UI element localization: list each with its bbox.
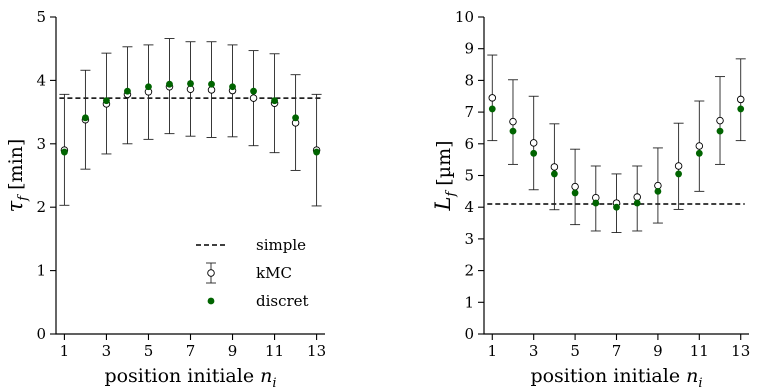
y-axis-title-unit: [µm] xyxy=(433,141,455,192)
y-tick-label: 2 xyxy=(36,198,46,216)
x-tick-label: 11 xyxy=(690,342,709,360)
discret-point xyxy=(571,189,579,197)
kmc-point xyxy=(695,142,704,150)
x-tick-label: 3 xyxy=(102,342,112,360)
y-tick-label: 2 xyxy=(464,262,474,280)
legend: simple kMC discret xyxy=(196,236,309,310)
discret-point xyxy=(250,87,257,95)
x-axis-title-text: position initiale xyxy=(530,365,686,387)
x-tick-label: 13 xyxy=(307,342,326,360)
y-tick-label: 3 xyxy=(464,230,474,248)
legend-kmc-marker xyxy=(207,269,215,277)
discret-point xyxy=(166,80,173,88)
discret-point xyxy=(229,83,236,91)
y-tick-label: 1 xyxy=(464,293,474,311)
discret-point xyxy=(654,187,662,195)
x-axis-title-symbol: n xyxy=(686,365,698,387)
x-tick-label: 5 xyxy=(570,342,580,360)
discret-point xyxy=(592,199,600,207)
discret-point xyxy=(633,199,641,207)
kmc-point xyxy=(550,163,559,171)
discret-point xyxy=(488,105,496,113)
y-tick-label: 6 xyxy=(464,135,474,153)
y-tick-label: 10 xyxy=(455,8,474,26)
discret-point xyxy=(103,97,110,105)
y-tick-label: 4 xyxy=(36,71,46,89)
x-tick-label: 7 xyxy=(612,342,622,360)
x-tick-label: 11 xyxy=(265,342,284,360)
y-tick-label: 0 xyxy=(36,325,46,343)
kmc-point xyxy=(488,94,497,102)
discret-point xyxy=(613,203,620,211)
discret-point xyxy=(716,127,724,135)
y-tick-label: 5 xyxy=(464,167,474,185)
kmc-point xyxy=(736,95,745,104)
x-tick-label: 7 xyxy=(186,342,196,360)
y-tick-label: 3 xyxy=(36,135,46,153)
y-axis-title: Lf [µm] xyxy=(431,141,459,212)
x-axis-title-symbol: n xyxy=(260,365,272,387)
discret-point xyxy=(550,170,558,178)
discret-point xyxy=(695,149,703,157)
y-axis-title-symbol: τ xyxy=(3,200,27,212)
x-tick-label: 1 xyxy=(60,342,70,360)
y-tick-label: 7 xyxy=(464,103,474,121)
x-tick-label: 1 xyxy=(488,342,498,360)
y-axis-title: τf [min] xyxy=(3,139,31,213)
kmc-point xyxy=(716,116,724,125)
kmc-point xyxy=(509,117,517,126)
discret-point xyxy=(292,114,299,122)
x-tick-label: 5 xyxy=(144,342,154,360)
discret-point xyxy=(313,148,320,156)
y-tick-label: 5 xyxy=(36,8,46,26)
kmc-point xyxy=(633,193,641,201)
kmc-point xyxy=(674,162,683,170)
kmc-point xyxy=(529,139,538,147)
y-axis-title-subscript: f xyxy=(444,190,459,198)
x-axis-title: position initiale ni xyxy=(104,365,276,389)
x-tick-label: 3 xyxy=(529,342,539,360)
legend-label-discret: discret xyxy=(256,292,309,310)
discret-point xyxy=(675,170,683,178)
discret-point xyxy=(124,87,131,95)
y-tick-label: 4 xyxy=(464,198,474,216)
discret-point xyxy=(187,80,194,87)
y-tick-label: 9 xyxy=(464,40,474,58)
x-axis-title-subscript: i xyxy=(272,376,276,389)
discret-point xyxy=(61,148,68,156)
y-axis-title-unit: [min] xyxy=(5,139,27,196)
legend-discret-marker xyxy=(207,297,215,305)
discret-point xyxy=(271,97,278,105)
discret-point xyxy=(82,114,89,122)
y-tick-label: 8 xyxy=(464,71,474,89)
x-tick-label: 13 xyxy=(731,342,750,360)
discret-point xyxy=(530,149,538,157)
kmc-point xyxy=(571,182,579,191)
y-tick-label: 1 xyxy=(36,262,46,280)
legend-label-simple: simple xyxy=(256,236,306,254)
x-tick-label: 9 xyxy=(653,342,663,360)
y-tick-label: 0 xyxy=(464,325,474,343)
x-axis-title: position initiale ni xyxy=(530,365,702,389)
discret-point xyxy=(509,127,517,135)
x-tick-label: 9 xyxy=(228,342,238,360)
kmc-point xyxy=(249,94,258,102)
discret-point xyxy=(737,105,745,113)
discret-point xyxy=(208,80,215,88)
y-axis-title-subscript: f xyxy=(16,194,31,202)
x-axis-title-subscript: i xyxy=(698,376,702,389)
x-axis-title-text: position initiale xyxy=(104,365,260,387)
discret-point xyxy=(145,83,152,91)
legend-label-kMC: kMC xyxy=(256,264,292,282)
y-axis-title-symbol: L xyxy=(431,197,455,212)
